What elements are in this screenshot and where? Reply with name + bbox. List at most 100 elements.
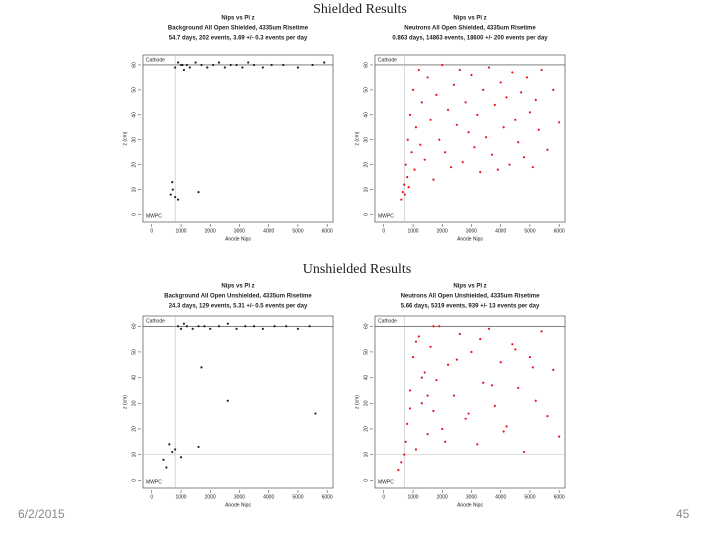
point [174,195,177,199]
point [441,427,444,431]
point [522,156,526,159]
x-axis-label: Anode Nips [225,502,251,508]
point [406,176,409,179]
point [508,163,511,166]
point [432,325,435,328]
x-tick-label: 2000 [205,228,216,234]
point [235,63,238,67]
point [546,148,549,151]
point [423,158,426,161]
y-axis-label: z (cm) [122,131,128,145]
point [414,340,418,343]
point [411,355,415,359]
annotation: MWPC [378,479,394,485]
x-tick-label: 3000 [466,494,477,500]
point [438,325,441,328]
point [223,66,226,69]
point [226,399,229,402]
x-tick-label: 5000 [524,494,535,500]
x-tick-label: 4000 [495,494,506,500]
x-axis-label: Anode Nips [225,236,251,242]
point [499,81,502,84]
y-tick-label: 20 [363,162,369,168]
footer-date: 6/2/2015 [18,507,65,521]
point [176,61,180,64]
point [487,66,491,69]
point [420,101,423,104]
x-tick-label: 2000 [437,228,448,234]
point [209,327,212,330]
point [470,73,473,77]
point [476,443,479,446]
annotation: Cathode [146,57,165,63]
point [185,325,188,328]
chart-subtitle: Neutrons All Open Shielded, 4335um Riset… [404,26,536,32]
point [438,138,441,141]
point [487,327,491,330]
y-axis-label: z (cm) [122,395,128,409]
point [534,399,537,402]
point [200,63,203,67]
point [404,440,407,443]
point [169,193,172,196]
annotation: Cathode [378,318,397,324]
y-tick-label: 40 [131,112,137,118]
x-tick-label: 6000 [322,494,333,500]
point [171,188,174,191]
point [479,338,482,341]
point [296,327,300,330]
y-tick-label: 40 [131,375,137,381]
y-tick-label: 20 [363,426,369,432]
point [407,186,410,189]
plot-frame [142,54,334,223]
chart-summary: 24.3 days, 129 events, 5.31 +/- 0.5 even… [169,304,308,310]
chart-title: Nips vs Pl z [453,284,486,290]
point [296,66,300,69]
point [511,343,514,346]
point [505,96,508,99]
point [179,456,183,459]
chart-subtitle: Background All Open Unshielded, 4335um R… [164,294,312,300]
point [171,450,174,454]
y-tick-label: 30 [131,137,137,143]
point [197,325,200,328]
point [452,394,456,397]
chart-summary: 0.863 days, 14863 events, 18600 +/- 200 … [392,36,548,42]
y-tick-label: 50 [131,87,137,93]
point [411,88,415,91]
point [261,327,264,330]
point [426,76,429,79]
plot-frame [374,315,566,489]
plot-frame [142,315,334,489]
point [531,366,534,369]
x-tick-label: 3000 [234,494,245,500]
point [406,422,409,425]
point [420,376,423,379]
heading: Unshielded Results [303,262,412,277]
point [203,325,206,328]
point [314,412,317,415]
point [168,443,171,446]
point [505,425,508,428]
point [511,71,514,74]
point [308,325,311,328]
point [429,345,432,348]
heading: Shielded Results [313,2,407,17]
point [197,445,200,449]
y-axis-label: z (cm) [354,395,360,409]
x-tick-label: 0 [382,228,385,234]
point [273,325,276,328]
point [446,108,450,111]
point [528,355,532,359]
point [194,61,197,64]
point [455,123,458,126]
point [476,113,479,116]
point [482,88,485,91]
point [435,379,438,382]
x-tick-label: 4000 [495,228,506,234]
point [285,325,288,328]
y-tick-label: 60 [131,62,137,68]
annotation: Cathode [146,318,165,324]
point [417,335,420,338]
point [517,386,520,389]
